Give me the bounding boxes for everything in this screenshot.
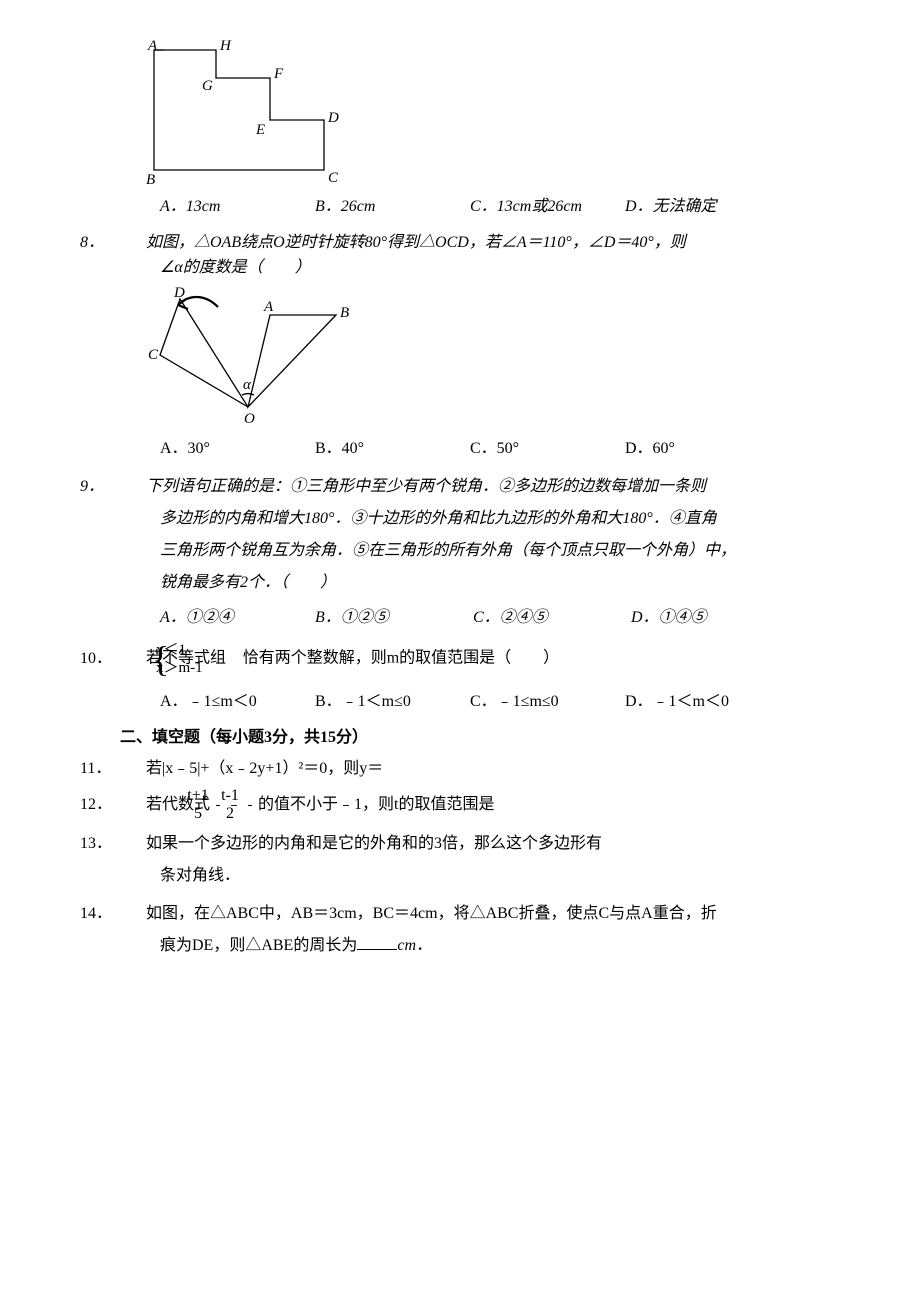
q8-options: A．30° B．40° C．50° D．60° — [120, 436, 830, 462]
q10-option-c: C．﹣1≤m≤0 — [470, 689, 625, 715]
q8-option-b: B．40° — [315, 436, 470, 462]
label-alpha: α — [243, 377, 252, 393]
q8-option-c: C．50° — [470, 436, 625, 462]
q8-option-a: A．30° — [160, 436, 315, 462]
label-A: A — [147, 40, 158, 54]
label-D: D — [173, 287, 185, 301]
label-D: D — [327, 110, 339, 126]
q11-text: 若|x﹣5|+（x﹣2y+1）²＝0，则y＝ — [146, 760, 383, 777]
q9-stem-l4: 锐角最多有2个．（ ） — [160, 574, 336, 591]
q9-option-d: D．①④⑤ — [631, 605, 789, 631]
q10-option-a: A．﹣1≤m＜0 — [160, 689, 315, 715]
label-F: F — [273, 66, 284, 82]
q9-number: 9． — [120, 471, 146, 503]
q10-sys-l1: x＜1 — [196, 641, 203, 659]
q7-option-b: B．26cm — [315, 194, 470, 220]
q7-option-c: C．13cm或26cm — [470, 194, 625, 220]
q11-number: 11． — [120, 756, 146, 782]
q10-option-b: B．﹣1＜m≤0 — [315, 689, 470, 715]
q8-figure: D A B C O α — [148, 287, 830, 432]
section-2-title: 二、填空题（每小题3分，共15分） — [120, 725, 830, 751]
q10-sys-l2: x＞m-1 — [196, 659, 203, 677]
q14-number: 14． — [120, 898, 146, 930]
q8-stem-l2: ∠α的度数是（ ） — [160, 259, 311, 276]
label-O: O — [244, 411, 255, 427]
q12-frac1-top: t+1 — [216, 788, 220, 806]
q12-frac2-top: t-1 — [248, 788, 252, 806]
q10-problem: 10．若不等式组 { x＜1 x＞m-1 恰有两个整数解，则m的取值范围是（ ） — [120, 641, 830, 677]
q13-number: 13． — [120, 828, 146, 860]
q12-frac2-bot: 2 — [248, 806, 252, 823]
q9-stem-l1: 下列语句正确的是：①三角形中至少有两个锐角．②多边形的边数每增加一条则 — [146, 478, 706, 495]
q8-number: 8． — [120, 230, 146, 256]
q9-problem: 9．下列语句正确的是：①三角形中至少有两个锐角．②多边形的边数每增加一条则 多边… — [120, 471, 830, 599]
q11-problem: 11．若|x﹣5|+（x﹣2y+1）²＝0，则y＝ — [120, 756, 830, 782]
q13-l2: 条对角线． — [160, 867, 240, 884]
q10-stem-after: 恰有两个整数解，则m的取值范围是（ ） — [243, 650, 559, 667]
q13-l1: 如果一个多边形的内角和是它的外角和的3倍，那么这个多边形有 — [146, 835, 602, 852]
q14-l2-after: cm． — [397, 937, 432, 954]
q10-options: A．﹣1≤m＜0 B．﹣1＜m≤0 C．﹣1≤m≤0 D．﹣1＜m＜0 — [120, 689, 830, 715]
q9-option-b: B．①②⑤ — [315, 605, 473, 631]
q14-blank — [357, 933, 397, 950]
label-B: B — [146, 172, 155, 188]
q9-stem-l2: 多边形的内角和增大180°．③十边形的外角和比九边形的外角和大180°．④直角 — [160, 510, 717, 527]
q8-problem: 8．如图，△OAB绕点O逆时针旋转80°得到△OCD，若∠A＝110°，∠D＝4… — [120, 230, 830, 281]
label-C: C — [148, 347, 159, 363]
label-H: H — [219, 40, 232, 54]
label-C: C — [328, 170, 339, 186]
q9-option-c: C．②④⑤ — [473, 605, 631, 631]
q12-number: 12． — [120, 792, 146, 818]
q10-option-d: D．﹣1＜m＜0 — [625, 689, 780, 715]
q9-option-a: A．①②④ — [160, 605, 315, 631]
label-E: E — [255, 122, 265, 138]
label-B: B — [340, 305, 349, 321]
q8-option-d: D．60° — [625, 436, 780, 462]
q9-options: A．①②④ B．①②⑤ C．②④⑤ D．①④⑤ — [120, 605, 830, 631]
q10-number: 10． — [120, 646, 146, 672]
q9-stem-l3: 三角形两个锐角互为余角．⑤在三角形的所有外角（每个顶点只取一个外角）中， — [160, 542, 736, 559]
q7-options: A．13cm B．26cm C．13cm或26cm D．无法确定 — [120, 194, 830, 220]
q7-option-d: D．无法确定 — [625, 194, 780, 220]
q12-problem: 12．若代数式 t+15 ﹣ t-12 的值不小于﹣1，则t的取值范围是 — [120, 788, 830, 823]
q13-problem: 13．如果一个多边形的内角和是它的外角和的3倍，那么这个多边形有 条对角线． — [120, 828, 830, 892]
label-G: G — [202, 78, 213, 94]
q14-problem: 14．如图，在△ABC中，AB＝3cm，BC＝4cm，将△ABC折叠，使点C与点… — [120, 898, 830, 962]
label-A: A — [263, 299, 274, 315]
q14-l2-before: 痕为DE，则△ABE的周长为 — [160, 937, 357, 954]
q7-figure: A H G F E D B C — [144, 40, 830, 190]
q12-after: 的值不小于﹣1，则t的取值范围是 — [258, 796, 494, 813]
q12-frac1-bot: 5 — [216, 806, 220, 823]
q8-stem-l1: 如图，△OAB绕点O逆时针旋转80°得到△OCD，若∠A＝110°，∠D＝40°… — [146, 234, 686, 251]
q7-option-a: A．13cm — [160, 194, 315, 220]
q14-l1: 如图，在△ABC中，AB＝3cm，BC＝4cm，将△ABC折叠，使点C与点A重合… — [146, 905, 717, 922]
